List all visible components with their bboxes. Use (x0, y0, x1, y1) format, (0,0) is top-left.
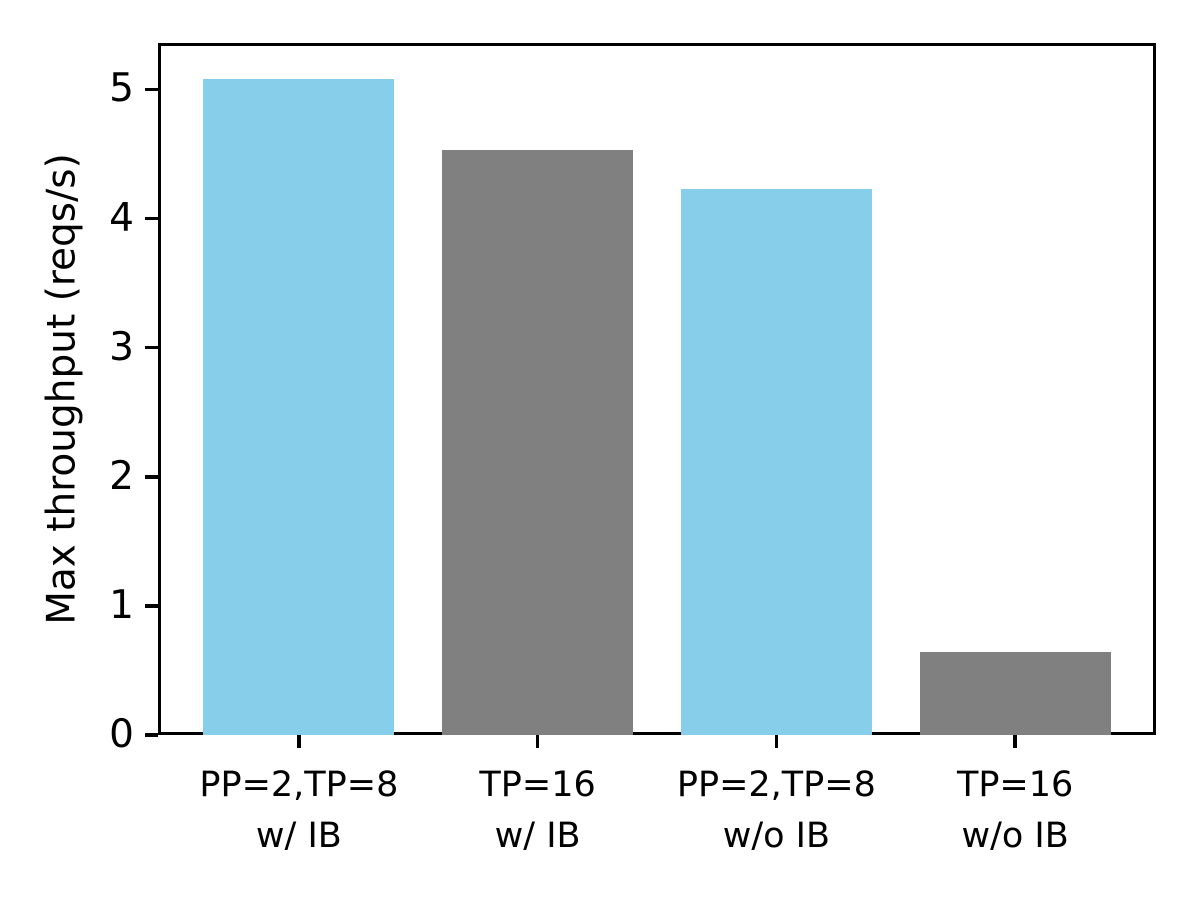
x-tick-mark (535, 735, 540, 748)
x-tick-label: PP=2,TP=8 w/o IB (677, 760, 876, 862)
x-tick-label-line: w/o IB (961, 815, 1069, 856)
x-tick-label: PP=2,TP=8 w/ IB (199, 760, 398, 862)
y-tick-label: 3 (109, 324, 134, 370)
x-tick-label-line: PP=2,TP=8 (676, 765, 876, 805)
x-tick-label: TP=16 w/ IB (479, 760, 595, 862)
y-tick-label: 4 (109, 195, 134, 241)
x-tick-label-line: TP=16 (956, 765, 1074, 805)
bar-0 (203, 79, 395, 735)
y-tick-mark (145, 216, 158, 221)
y-tick-mark (145, 475, 158, 479)
y-tick-mark (145, 604, 158, 608)
x-tick-label-line: TP=16 (479, 765, 596, 805)
y-tick-mark (145, 345, 158, 350)
bar-1 (442, 150, 634, 735)
y-tick-mark (145, 87, 158, 92)
y-tick-label: 2 (109, 453, 134, 499)
x-tick-label-line: PP=2,TP=8 (199, 765, 399, 805)
y-tick-label: 0 (109, 712, 134, 757)
x-tick-label-line: w/o IB (722, 815, 831, 856)
x-tick-label: TP=16 w/o IB (957, 760, 1073, 862)
x-tick-mark (297, 735, 301, 748)
bar-2 (680, 188, 872, 735)
y-tick-mark (145, 733, 158, 737)
x-tick-label-line: w/ IB (255, 815, 342, 856)
bar-3 (919, 652, 1111, 735)
y-tick-label: 5 (109, 66, 134, 112)
x-tick-label-line: w/ IB (494, 815, 581, 856)
x-tick-mark (1013, 735, 1017, 748)
x-tick-mark (774, 735, 779, 748)
y-tick-label: 1 (109, 582, 134, 628)
